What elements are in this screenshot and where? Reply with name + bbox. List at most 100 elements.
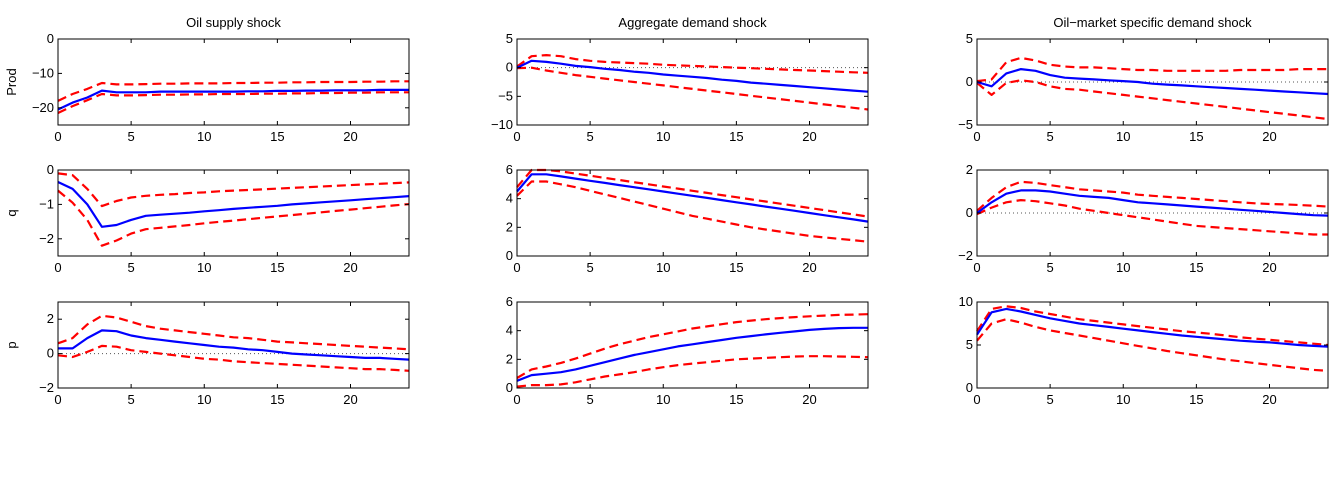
lower-band-line — [57, 91, 409, 114]
irf-line — [516, 59, 869, 93]
x-tick-label: 5 — [128, 260, 135, 275]
upper-band-line — [976, 180, 1329, 212]
upper-band-line — [516, 313, 869, 379]
lower-band-line — [57, 344, 410, 372]
lower-band-line — [516, 180, 869, 243]
y-tick-label: 5 — [506, 31, 513, 46]
y-tick-label: 2 — [47, 311, 54, 326]
x-tick-label: 0 — [54, 392, 61, 407]
x-tick-label: 5 — [1047, 129, 1054, 144]
x-tick-label: 15 — [1189, 392, 1203, 407]
x-tick-label: 5 — [1047, 392, 1054, 407]
y-tick-label: −20 — [32, 100, 54, 115]
y-tick-label: 2 — [506, 351, 513, 366]
x-tick-label: 0 — [513, 392, 520, 407]
lower-band-line — [976, 199, 1328, 236]
x-tick-label: 20 — [343, 129, 357, 144]
x-tick-label: 10 — [1116, 129, 1130, 144]
axis-box — [976, 301, 1329, 389]
irf-line — [976, 67, 1329, 96]
x-tick-label: 5 — [128, 129, 135, 144]
irf-line — [57, 181, 410, 228]
upper-band-line — [516, 168, 869, 218]
x-tick-label: 0 — [513, 260, 520, 275]
x-tick-label: 15 — [729, 129, 743, 144]
x-tick-label: 0 — [54, 129, 61, 144]
irf-line — [516, 326, 868, 382]
panel-0: 0 5 10 15 20 0 −10 −20 — [32, 31, 410, 144]
irf-line — [976, 307, 1329, 348]
panel-1: 0 5 10 15 20 5 0 −5 −10 — [491, 31, 869, 144]
lower-band-line — [57, 189, 410, 247]
lower-band-line — [516, 66, 869, 111]
x-tick-label: 20 — [1262, 260, 1276, 275]
irf-line — [976, 189, 1329, 217]
axis-box — [57, 169, 410, 257]
y-tick-label: 0 — [47, 346, 54, 361]
axis-box — [516, 169, 869, 257]
panel-8: 0 5 10 15 20 10 5 0 — [959, 294, 1329, 407]
column-title-2: Oil−market specific demand shock — [1053, 15, 1252, 30]
x-tick-label: 0 — [973, 392, 980, 407]
x-tick-label: 15 — [1189, 129, 1203, 144]
x-tick-label: 10 — [1116, 392, 1130, 407]
x-tick-label: 15 — [1189, 260, 1203, 275]
irf-line — [57, 88, 409, 111]
x-tick-label: 15 — [729, 392, 743, 407]
x-tick-label: 10 — [1116, 260, 1130, 275]
y-tick-label: 0 — [47, 31, 54, 46]
y-tick-label: 4 — [506, 323, 513, 338]
x-tick-label: 5 — [587, 260, 594, 275]
x-tick-label: 5 — [1047, 260, 1054, 275]
x-tick-label: 0 — [54, 260, 61, 275]
y-tick-label: 5 — [966, 31, 973, 46]
upper-band-line — [57, 314, 410, 351]
y-tick-label: −5 — [958, 117, 973, 132]
y-tick-label: 6 — [506, 162, 513, 177]
x-tick-label: 15 — [270, 392, 284, 407]
x-tick-label: 0 — [973, 129, 980, 144]
axis-box — [57, 301, 410, 389]
y-tick-label: −2 — [39, 231, 54, 246]
x-tick-label: 10 — [656, 392, 670, 407]
x-tick-label: 20 — [802, 260, 816, 275]
x-tick-label: 20 — [1262, 392, 1276, 407]
column-title-1: Aggregate demand shock — [618, 15, 767, 30]
y-tick-label: 0 — [506, 60, 513, 75]
axis-box — [57, 38, 410, 126]
y-tick-label: 0 — [966, 380, 973, 395]
y-tick-label: 0 — [47, 162, 54, 177]
row-label-0: Prod — [4, 68, 19, 95]
y-tick-label: −2 — [958, 248, 973, 263]
x-tick-label: 5 — [587, 392, 594, 407]
y-tick-label: 0 — [966, 205, 973, 220]
y-tick-label: 0 — [506, 248, 513, 263]
y-tick-label: 2 — [966, 162, 973, 177]
axis-box — [516, 38, 869, 126]
y-tick-label: 10 — [959, 294, 973, 309]
x-tick-label: 20 — [1262, 129, 1276, 144]
row-label-2: p — [4, 341, 19, 348]
y-tick-label: −10 — [32, 65, 54, 80]
x-tick-label: 10 — [197, 392, 211, 407]
x-tick-label: 10 — [656, 260, 670, 275]
x-tick-label: 15 — [270, 260, 284, 275]
x-tick-label: 10 — [197, 129, 211, 144]
y-tick-label: −10 — [491, 117, 513, 132]
upper-band-line — [57, 80, 409, 102]
irf-line — [58, 329, 410, 361]
column-title-0: Oil supply shock — [186, 15, 281, 30]
upper-band-line — [976, 305, 1329, 347]
y-tick-label: 6 — [506, 294, 513, 309]
x-tick-label: 10 — [656, 129, 670, 144]
x-tick-label: 15 — [270, 129, 284, 144]
x-tick-label: 0 — [973, 260, 980, 275]
upper-band-line — [976, 56, 1328, 83]
row-label-1: q — [4, 209, 19, 216]
x-tick-label: 0 — [513, 129, 520, 144]
